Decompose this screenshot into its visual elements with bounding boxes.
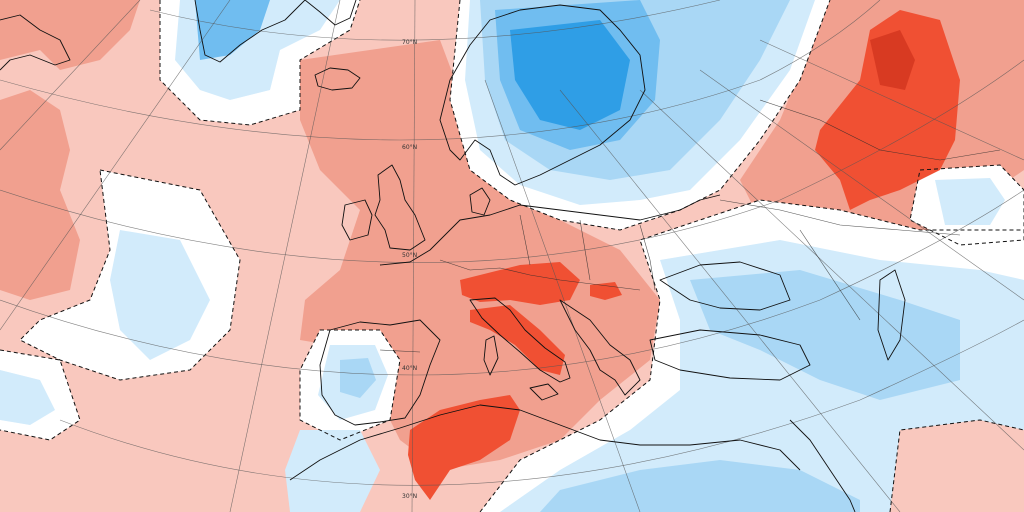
border-5 [719,199,961,236]
meridian-2 [0,0,231,331]
coast-italy [469,297,571,383]
latitude-labels: 70°N 60°N 50°N 40°N 30°N [402,39,417,500]
coast-scandinavia [439,4,646,186]
cool-field-sw-inner [0,370,55,425]
coast-greenland-east [304,0,357,26]
lat-label-30: 30°N [402,493,417,500]
zero-contour-east-med [479,199,1024,512]
strong-warm-alps [460,262,580,305]
zero-contour-greenland [159,0,361,126]
cool-field-iberia-core [340,358,376,398]
warm-field-west-atlantic [0,90,80,300]
coast-red-sea [789,419,856,512]
parallel-50 [0,59,1024,263]
meridian-6 [559,89,901,512]
cool-field-atlantic [110,230,210,360]
meridian-9 [759,39,1024,161]
border-4 [639,224,656,291]
border-3 [579,219,591,281]
coast-canada [0,14,71,71]
zero-contour-atlantic [19,169,241,381]
cool-field-north-africa-east [540,460,860,512]
border-7 [379,349,421,353]
zero-contour-north [449,0,831,231]
zero-contour-iberia [299,329,401,441]
meridian-8 [699,69,1024,301]
coast-greenland [194,0,306,63]
parallel-40 [0,189,1024,376]
coast-ireland [341,199,373,241]
strong-warm-italy [470,305,565,375]
cool-field-scandinavia-core [510,20,630,130]
coastlines [0,0,906,512]
cool-field-morocco [285,430,380,512]
strong-warm-russia-core [870,30,915,90]
coast-iceland [314,67,361,91]
coast-turkey [649,329,811,381]
coast-caspian [877,269,906,361]
meridian-5 [484,79,641,512]
parallel-30 [59,319,1024,486]
warm-field-nw [0,0,140,70]
lat-label-70: 70°N [402,39,417,46]
coast-great-britain [374,164,426,251]
warm-field-se [890,420,1024,512]
border-1 [439,259,641,291]
meridian-7 [639,89,1024,451]
meridian-4 [411,0,416,512]
country-borders [379,99,1001,353]
coast-iberia [319,319,441,426]
zero-contour-se [889,419,1024,512]
coast-sardinia [483,335,499,376]
coast-balkans [559,299,641,396]
parallel-70 [149,0,721,41]
cool-field-greenland-core [195,0,270,60]
strong-warm-north-africa [408,395,520,500]
lat-label-60: 60°N [402,144,417,151]
parallel-60 [0,0,881,141]
border-2 [519,214,531,266]
coast-black-sea [659,261,791,311]
coast-denmark [469,187,491,216]
zero-contour-ne [909,164,1024,246]
cool-field-east-med-medium [690,270,960,400]
lat-label-50: 50°N [402,252,417,259]
coast-sicily [529,383,559,401]
border-8 [759,99,1001,161]
border-6 [799,229,861,321]
meridian-1 [0,0,141,151]
coast-continent [379,194,721,266]
meridian-3 [229,0,341,512]
zero-contour-sw [0,349,81,441]
strong-warm-russia [815,10,960,210]
lat-label-40: 40°N [402,365,417,372]
coast-north-africa [289,404,801,481]
